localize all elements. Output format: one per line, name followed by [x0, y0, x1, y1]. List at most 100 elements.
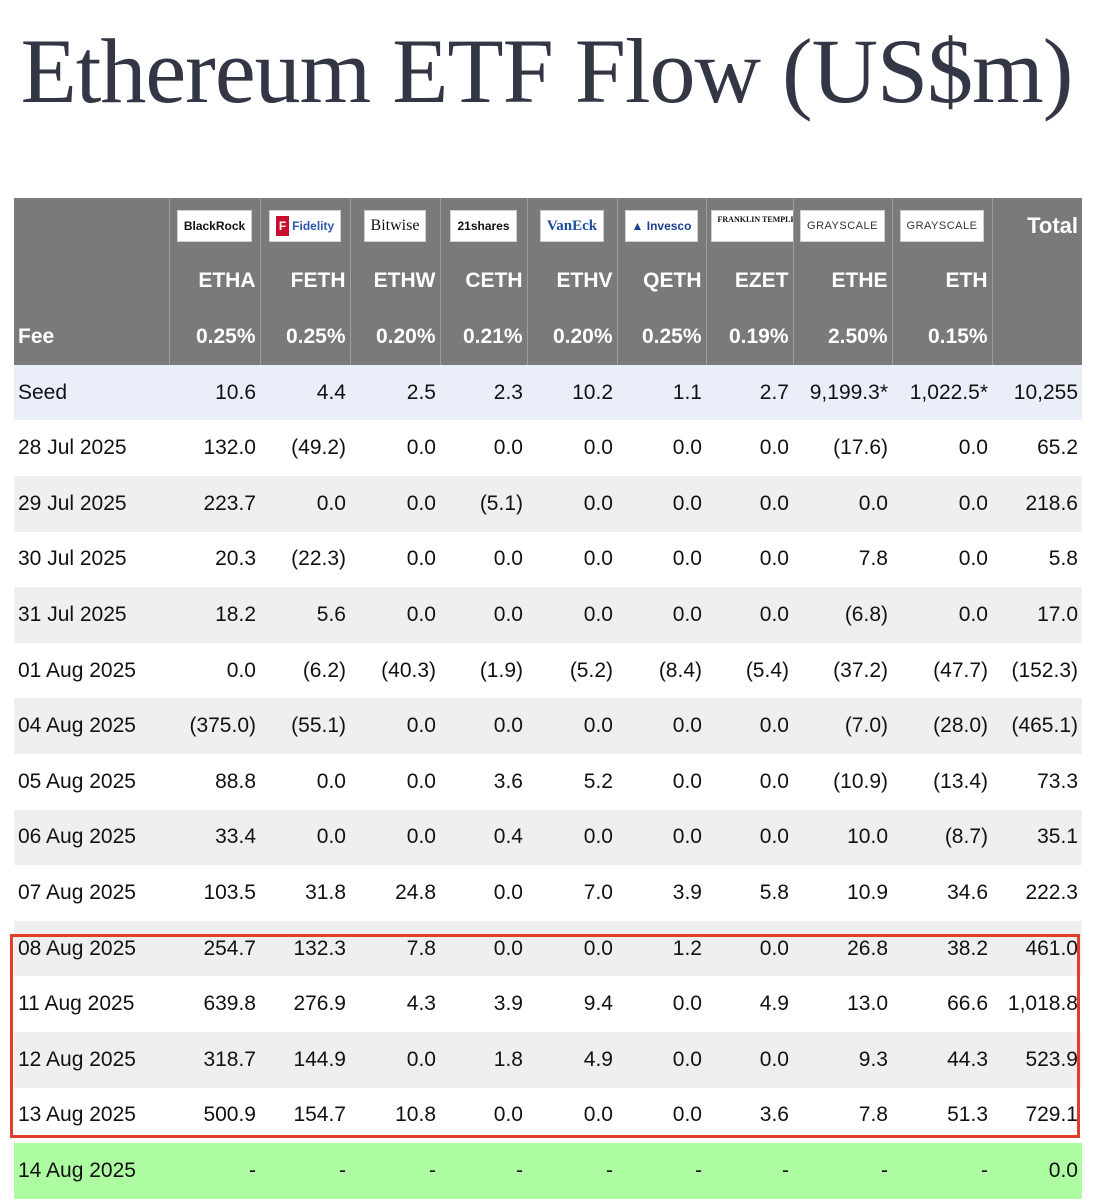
flow-cell: 1.1 — [617, 364, 706, 421]
flow-cell: 0.0 — [440, 1087, 527, 1144]
flow-cell: 0.0 — [260, 475, 350, 532]
flow-cell: 0.0 — [892, 587, 992, 643]
total-cell: 1,018.8 — [992, 976, 1082, 1032]
flow-cell: 0.0 — [527, 420, 617, 476]
row-label: 06 Aug 2025 — [14, 809, 169, 866]
ticker-cell: EZET — [705, 253, 793, 310]
flow-cell: 1,022.5* — [892, 364, 992, 421]
flow-cell: 10.2 — [527, 364, 617, 421]
flow-cell: 0.4 — [440, 809, 527, 866]
flow-cell: (5.4) — [706, 642, 793, 699]
flow-cell: 0.0 — [617, 420, 706, 476]
flow-cell: 0.0 — [706, 698, 793, 754]
flow-cell: 132.0 — [169, 420, 260, 476]
total-cell: (152.3) — [992, 642, 1082, 699]
total-cell: 523.9 — [992, 1031, 1082, 1088]
flow-cell: 18.2 — [169, 587, 260, 643]
flow-cell: 10.9 — [793, 865, 892, 921]
flow-cell: 5.6 — [260, 587, 350, 643]
fee-cell: 0.15% — [891, 309, 992, 365]
row-label: Seed — [14, 364, 169, 421]
table-row: 07 Aug 2025 103.5 31.8 24.8 0.0 7.0 3.9 5.8 10.9… — [14, 865, 1082, 921]
row-label: 08 Aug 2025 — [14, 920, 169, 977]
fee-cell: 0.25% — [259, 309, 350, 365]
flow-cell: 0.0 — [617, 1031, 706, 1088]
row-label: 04 Aug 2025 — [14, 698, 169, 754]
total-cell: 65.2 — [992, 420, 1082, 476]
flow-cell: 0.0 — [260, 809, 350, 866]
ticker-cell: QETH — [616, 253, 706, 310]
flow-cell: 0.0 — [706, 420, 793, 476]
flow-cell: 3.6 — [440, 753, 527, 810]
flow-cell: (55.1) — [260, 698, 350, 754]
flow-cell: (7.0) — [793, 698, 892, 754]
ticker-cell-empty — [991, 253, 1082, 310]
flow-cell: 0.0 — [350, 531, 440, 588]
flow-cell: 33.4 — [169, 809, 260, 866]
flow-cell: 4.9 — [527, 1031, 617, 1088]
flow-cell: 1.8 — [440, 1031, 527, 1088]
fee-cell: 0.21% — [439, 309, 527, 365]
flow-cell: (37.2) — [793, 642, 892, 699]
flow-cell: 0.0 — [440, 420, 527, 476]
table-row: 28 Jul 2025 132.0 (49.2) 0.0 0.0 0.0 0.0 0.0 (17… — [14, 420, 1082, 476]
flow-cell: 0.0 — [706, 1031, 793, 1088]
flow-cell: - — [350, 1143, 440, 1199]
flow-cell: 0.0 — [350, 698, 440, 754]
flow-cell: (1.9) — [440, 642, 527, 699]
flow-cell: 10.0 — [793, 809, 892, 866]
flow-cell: - — [527, 1143, 617, 1199]
flow-cell: (10.9) — [793, 753, 892, 810]
row-label: 31 Jul 2025 — [14, 587, 169, 643]
etf-flow-table: BlackRock F Fidelity Bitwise 21shares Van… — [14, 198, 1082, 1199]
flow-cell: 0.0 — [793, 475, 892, 532]
flow-cell: 0.0 — [440, 920, 527, 977]
table-row: 14 Aug 2025- - - - - - - - -0.0 — [14, 1143, 1082, 1199]
flow-cell: (22.3) — [260, 531, 350, 588]
total-cell: 729.1 — [992, 1087, 1082, 1144]
table-row: 13 Aug 2025 500.9 154.7 10.8 0.0 0.0 0.0 3.6 7.8… — [14, 1087, 1082, 1144]
flow-cell: 0.0 — [706, 475, 793, 532]
flow-cell: 38.2 — [892, 920, 992, 977]
fee-row: Fee 0.25% 0.25% 0.20% 0.21% 0.20% 0.25% … — [14, 309, 1082, 365]
flow-cell: 4.3 — [350, 976, 440, 1032]
franklin-templeton-logo: FRANKLIN TEMPLETON — [710, 209, 793, 242]
flow-cell: 0.0 — [440, 865, 527, 921]
row-label: 14 Aug 2025 — [14, 1143, 169, 1199]
fidelity-logo-text: Fidelity — [292, 218, 335, 233]
flow-cell: 276.9 — [260, 976, 350, 1032]
row-label: 30 Jul 2025 — [14, 531, 169, 588]
ticker-cell: ETH — [891, 253, 992, 310]
total-header: Total — [991, 198, 1082, 254]
flow-cell: 0.0 — [350, 587, 440, 643]
flow-cell: 20.3 — [169, 531, 260, 588]
flow-cell: 13.0 — [793, 976, 892, 1032]
flow-cell: 26.8 — [793, 920, 892, 977]
flow-cell: 144.9 — [260, 1031, 350, 1088]
flow-cell: 0.0 — [169, 642, 260, 699]
flow-cell: 24.8 — [350, 865, 440, 921]
flow-cell: 1.2 — [617, 920, 706, 977]
table-row: 12 Aug 2025 318.7 144.9 0.0 1.8 4.9 0.0 0.0 9.3 4… — [14, 1031, 1082, 1088]
flow-cell: 0.0 — [617, 587, 706, 643]
flow-cell: 10.6 — [169, 364, 260, 421]
fee-cell: 0.20% — [526, 309, 617, 365]
fee-cell: 2.50% — [792, 309, 892, 365]
flow-cell: 0.0 — [617, 753, 706, 810]
flow-cell: 5.2 — [527, 753, 617, 810]
flow-cell: - — [440, 1143, 527, 1199]
table-row: 11 Aug 2025 639.8 276.9 4.3 3.9 9.4 0.0 4.9 13.0… — [14, 976, 1082, 1032]
grayscale-logo: GRAYSCALE — [800, 209, 885, 242]
fidelity-logo: F Fidelity — [268, 209, 342, 242]
total-cell: (465.1) — [992, 698, 1082, 754]
flow-cell: 0.0 — [706, 587, 793, 643]
table-row: 06 Aug 2025 33.4 0.0 0.0 0.4 0.0 0.0 0.0 10.0 (8.… — [14, 809, 1082, 866]
flow-cell: 0.0 — [706, 531, 793, 588]
flow-cell: (8.7) — [892, 809, 992, 866]
flow-cell: (375.0) — [169, 698, 260, 754]
flow-cell: (17.6) — [793, 420, 892, 476]
flow-cell: (5.1) — [440, 475, 527, 532]
ticker-cell: CETH — [439, 253, 527, 310]
fee-label: Fee — [14, 309, 169, 365]
flow-cell: 3.9 — [440, 976, 527, 1032]
